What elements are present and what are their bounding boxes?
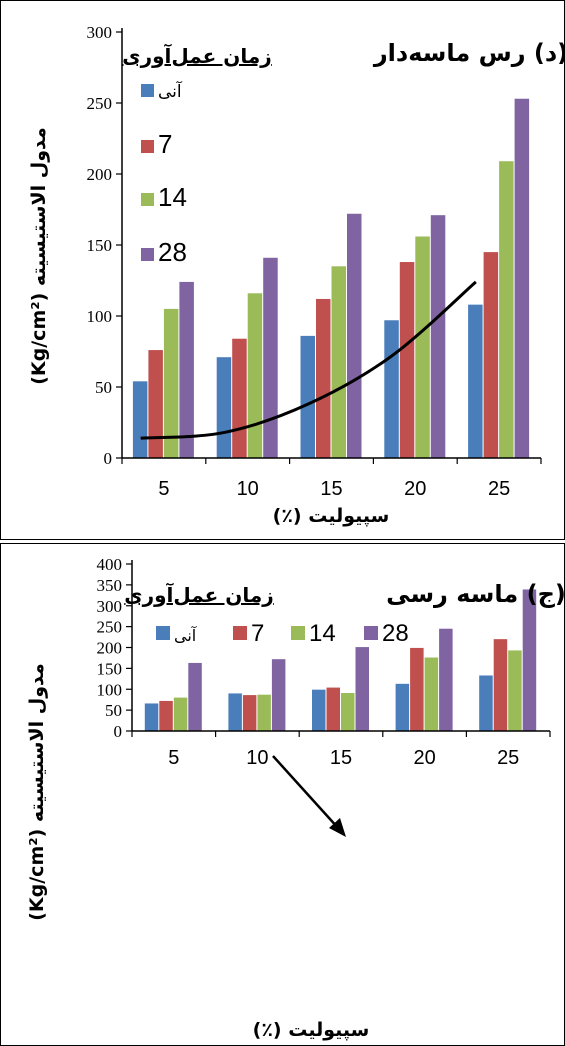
bar-0-20 [395, 683, 410, 731]
y-tick-label: 350 [97, 576, 123, 595]
x-tick-label: 15 [330, 747, 352, 769]
legend-swatch-1 [233, 626, 247, 640]
bar-2-15 [331, 266, 346, 458]
y-tick-label: 100 [87, 307, 113, 326]
bar-1-10 [232, 338, 247, 458]
x-tick-label: 10 [237, 478, 259, 500]
y-tick-label: 200 [87, 165, 113, 184]
chart-panel-sandy-clay: 0 50 100 150 200 250 300 5 10 15 20 25 (د) رس ماسه‌… [0, 0, 565, 540]
annotation-arrow [272, 755, 346, 837]
bar-3-20 [430, 215, 446, 458]
bar-0-5 [144, 703, 159, 731]
bar-0-10 [228, 693, 242, 731]
bar-3-5 [179, 281, 194, 458]
bar-1-15 [316, 298, 331, 458]
x-tick-label: 15 [320, 478, 342, 500]
legend-swatch-3 [364, 626, 378, 640]
bar-2-15 [341, 693, 355, 731]
y-tick-label: 50 [95, 378, 112, 397]
bar-0-20 [384, 320, 399, 458]
bar-1-10 [242, 695, 257, 731]
bar-3-10 [263, 257, 278, 458]
bar-0-15 [312, 689, 326, 731]
x-axis-label: سپیولیت (٪) [253, 1019, 370, 1041]
legend-swatch-0 [156, 626, 170, 640]
bar-2-25 [508, 650, 522, 731]
legend-swatch-2 [141, 193, 154, 206]
x-tick-label: 25 [488, 478, 510, 500]
bar-1-20 [399, 262, 415, 458]
bar-1-25 [493, 639, 508, 731]
y-tick-label: 250 [87, 94, 113, 113]
bar-2-5 [173, 697, 188, 731]
chart-panel-clayey-sand: 0 50 100 150 200 250 300 350 400 5 10 15 20 25 (ج) ما… [0, 543, 565, 1046]
y-tick-label: 300 [97, 597, 123, 616]
x-tick-label: 5 [168, 747, 179, 769]
bar-2-20 [415, 236, 430, 458]
legend-label-3: 28 [158, 237, 187, 267]
x-axis-label: سپیولیت (٪) [273, 505, 390, 527]
legend-label-3: 28 [382, 620, 409, 647]
x-tick-label: 10 [246, 747, 268, 769]
y-tick-label: 0 [104, 449, 113, 468]
legend-swatch-2 [291, 626, 305, 640]
x-tick-label: 20 [413, 747, 435, 769]
bar-3-25 [522, 589, 537, 731]
legend-title: زمان عمل‌آوری [122, 43, 272, 68]
bar-2-10 [257, 694, 271, 731]
bar-1-25 [483, 252, 499, 458]
bar-1-5 [159, 700, 173, 731]
bar-3-25 [514, 98, 530, 459]
bar-2-10 [247, 293, 263, 458]
bar-1-15 [326, 687, 340, 731]
y-tick-label: 300 [87, 23, 113, 42]
y-tick-label: 0 [114, 722, 123, 741]
bar-0-25 [468, 304, 483, 458]
bar-1-5 [148, 350, 163, 458]
bar-0-15 [300, 335, 315, 458]
legend-swatch-1 [141, 140, 154, 153]
bar-0-10 [216, 357, 232, 458]
y-axis-label: مدول الاستیسیته (Kg/cm²) [26, 663, 48, 921]
bar-3-20 [439, 628, 453, 731]
y-tick-label: 400 [97, 555, 123, 574]
y-axis-label: مدول الاستیسیته (Kg/cm²) [28, 127, 50, 385]
legend-label-2: 14 [158, 182, 187, 212]
legend-label-1: 7 [251, 620, 264, 647]
bar-2-25 [499, 161, 514, 458]
x-tick-label: 25 [497, 747, 519, 769]
y-tick-label: 200 [97, 639, 123, 658]
legend-label-2: 14 [309, 620, 336, 647]
y-tick-label: 250 [97, 618, 123, 637]
bar-3-15 [347, 213, 362, 458]
bar-2-20 [424, 657, 439, 731]
bar-3-15 [355, 647, 369, 731]
bar-2-5 [163, 308, 179, 458]
chart-svg-sandy-clay: 0 50 100 150 200 250 300 5 10 15 20 25 (د) رس ماسه‌… [28, 23, 564, 527]
y-tick-label: 150 [97, 659, 123, 678]
bar-0-25 [479, 675, 493, 731]
legend-title: زمان عمل‌آوری [124, 582, 274, 607]
bar-3-10 [271, 659, 286, 731]
legend-label-0: آنی [174, 626, 198, 645]
legend-label-0: آنی [158, 80, 183, 101]
x-tick-label: 20 [404, 478, 426, 500]
legend-swatch-3 [141, 248, 154, 261]
chart-title: (د) رس ماسه‌دار [373, 39, 564, 67]
legend-swatch-0 [141, 84, 154, 97]
y-tick-label: 150 [87, 236, 113, 255]
chart-title: (ج) ماسه رسی [386, 580, 564, 608]
y-tick-label: 100 [97, 680, 123, 699]
y-tick-label: 50 [105, 701, 122, 720]
bar-0-5 [132, 381, 148, 458]
trend-curve [140, 280, 477, 440]
legend-label-1: 7 [158, 129, 172, 159]
x-tick-label: 5 [158, 478, 169, 500]
bar-1-20 [410, 647, 424, 731]
bar-3-5 [188, 662, 202, 731]
